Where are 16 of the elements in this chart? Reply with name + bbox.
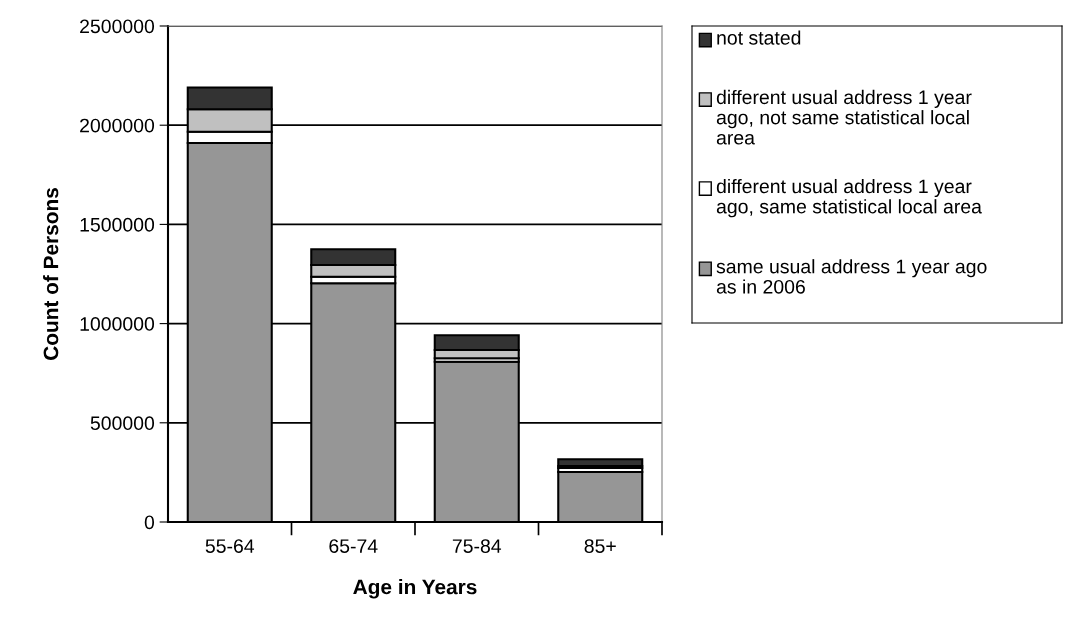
y-tick-label: 1500000: [80, 217, 155, 232]
y-tick-label: 500000: [90, 416, 155, 431]
y-axis-title: Count of Persons: [43, 188, 59, 360]
legend-label: not stated: [717, 30, 801, 45]
x-tick-label: 55-64: [205, 539, 255, 553]
legend-label: different usual address 1 year ago, not same statistical local area: [716, 89, 972, 145]
legend-label: same usual address 1 year ago as in 2006: [716, 259, 987, 294]
y-tick-label: 1000000: [80, 317, 155, 331]
legend-label: different usual address 1 year ago, same statistical local area: [716, 178, 982, 218]
y-tick-label: 2500000: [80, 19, 155, 34]
x-tick-label: 85+: [584, 539, 616, 553]
x-tick-label: 75-84: [452, 539, 502, 553]
x-tick-label: 65-74: [329, 539, 378, 553]
y-tick-label: 0: [144, 515, 155, 530]
y-tick-label: 2000000: [80, 118, 155, 133]
x-axis-title: Age in Years: [353, 579, 477, 599]
